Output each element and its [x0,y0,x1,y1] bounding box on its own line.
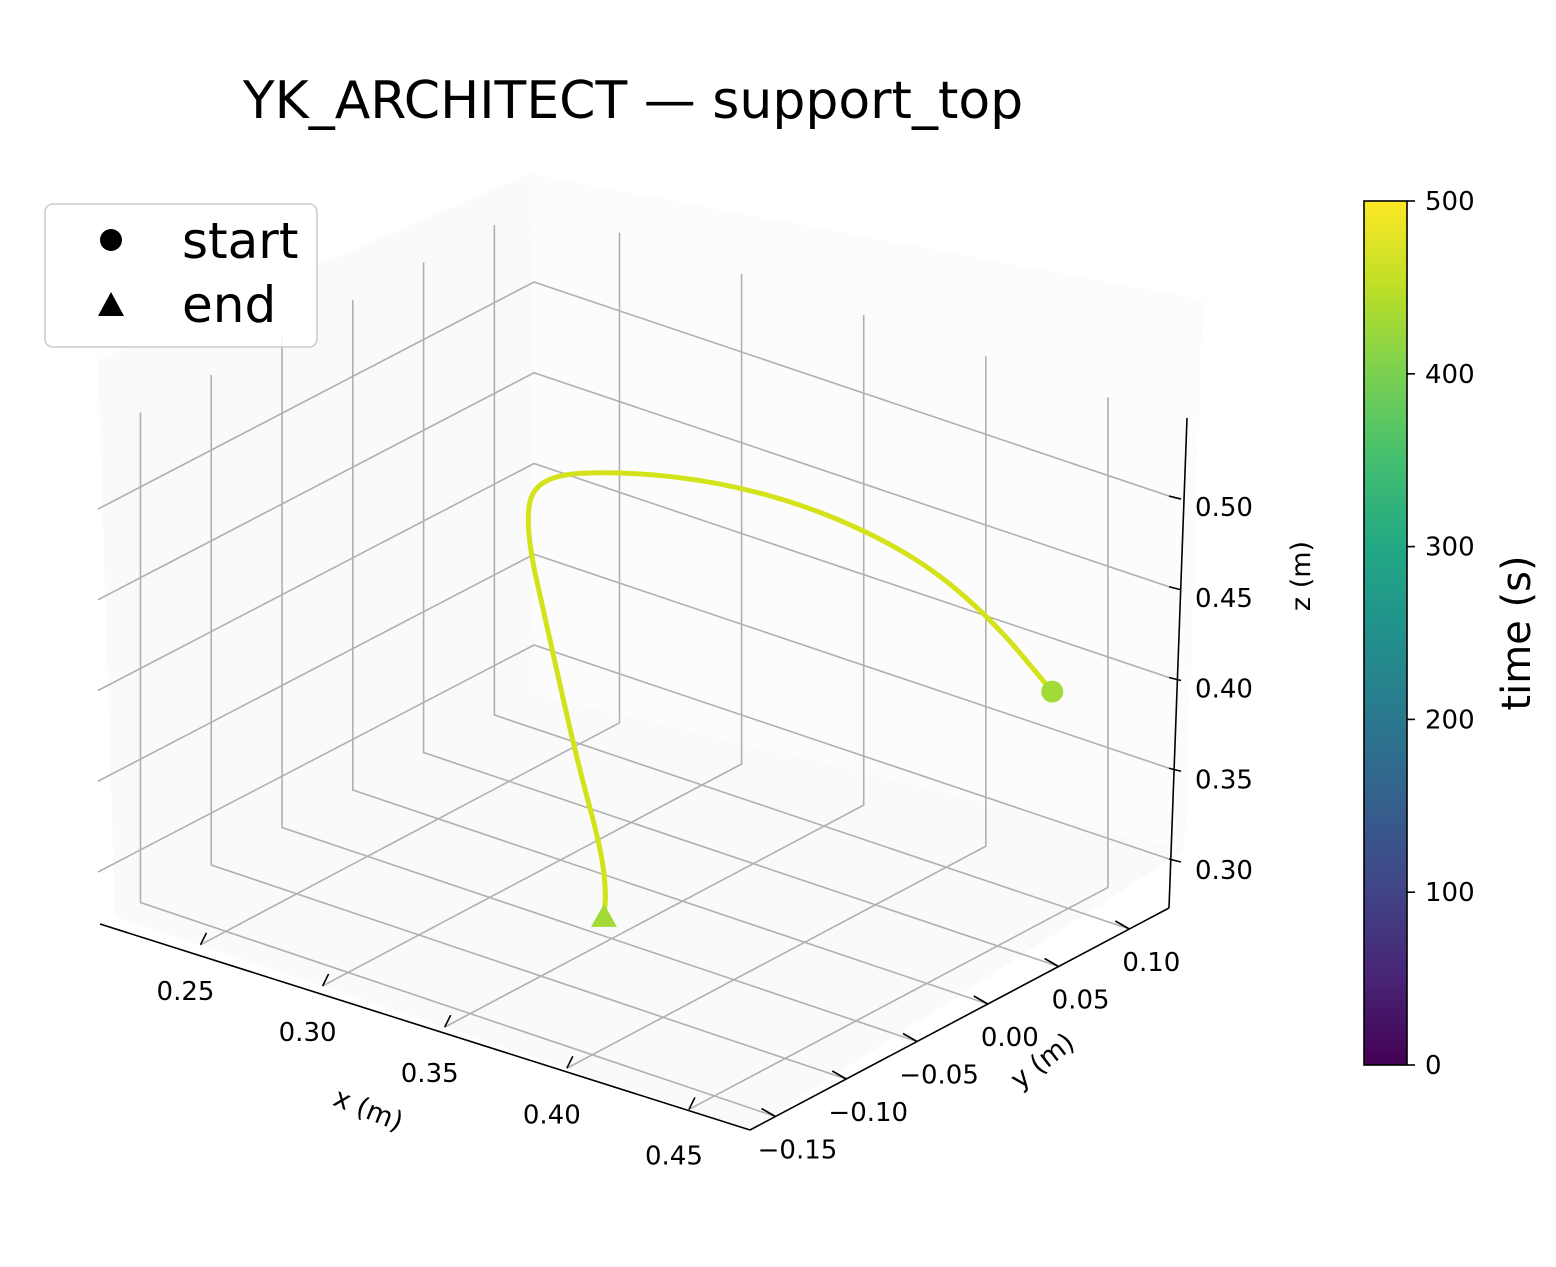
y-tick-label: −0.05 [899,1061,979,1091]
x-grid-line [444,315,865,1028]
x-tick-label: 0.30 [279,1018,337,1048]
trajectory-line [525,470,1055,921]
x-tick-label: 0.45 [645,1141,703,1171]
y-tick-mark [761,1107,776,1118]
end-marker [590,903,617,927]
trajectory-series [525,470,1064,927]
colorbar-tick-label: 500 [1425,187,1475,217]
x-tick-label: 0.40 [523,1100,581,1130]
z-grid-line [97,644,1170,873]
start-marker [1041,680,1064,703]
colorbar-ticks: 0 100 200 300 400 500 [1407,187,1475,1081]
colorbar-tick-label: 200 [1425,705,1475,735]
legend-end-marker [98,292,124,316]
x-tick-label: 0.25 [157,977,215,1007]
z-tick-label: 0.50 [1195,493,1253,523]
x-axis-line [99,923,751,1131]
colorbar-tick-label: 100 [1425,878,1475,908]
x-tick-mark [566,1055,574,1069]
z-grid-line [97,371,1170,601]
legend-start-marker [100,229,122,251]
z-tick-label: 0.35 [1195,765,1253,795]
legend: start end [44,203,318,348]
colorbar-tick-label: 0 [1425,1051,1442,1081]
z-axis-label: z (m) [1286,541,1317,611]
y-grid-line [281,337,918,1043]
y-tick-label: −0.10 [828,1098,908,1128]
z-tick-mark [1168,767,1182,773]
colorbar-label: time (s) [1494,555,1540,710]
y-tick-label: 0.00 [981,1023,1039,1053]
legend-start-label: start [182,212,298,270]
y-grid-line [210,375,847,1080]
y-axis-line [749,907,1170,1131]
z-grid-line [97,281,1170,510]
y-grid-line [493,225,1130,930]
colorbar-tick-label: 400 [1425,360,1475,390]
y-tick-mark [973,995,989,1005]
z-grid-line [97,462,1170,692]
x-tick-mark [688,1097,696,1110]
z-axis-line [1168,417,1188,909]
z-tick-label: 0.45 [1195,584,1253,614]
left-pane [98,174,534,916]
x-grid-line [566,356,987,1069]
y-tick-mark [831,1070,847,1080]
y-tick-label: −0.15 [758,1136,838,1166]
legend-end-label: end [182,276,276,334]
y-tick-label: 0.05 [1052,986,1110,1016]
y-grid-line [139,412,776,1118]
x-grid-line [688,397,1109,1111]
z-tick-label: 0.30 [1195,856,1253,886]
colorbar-tick-label: 300 [1425,533,1475,563]
z-tick-label: 0.40 [1195,675,1253,705]
x-grid-line [200,232,621,946]
z-tick-mark [1168,495,1182,500]
grid-lines [97,225,1170,1118]
pane-backgrounds [98,174,1203,1130]
y-tick-mark [1044,957,1059,968]
y-tick-label: 0.10 [1122,948,1180,978]
back-pane [530,174,1203,850]
x-tick-mark [443,1014,452,1028]
x-grid-line [322,273,743,987]
axes [99,417,1188,1131]
y-grid-line [352,300,989,1005]
floor-pane [115,694,1185,1130]
x-tick-mark [199,932,208,946]
x-tick-mark [321,973,330,987]
x-tick-label: 0.35 [401,1059,459,1089]
y-grid-line [422,262,1059,968]
y-tick-mark [902,1032,918,1043]
z-tick-mark [1168,586,1182,591]
x-axis-label: x (m) [329,1082,407,1138]
tick-labels: 0.25 0.30 0.35 0.40 0.45 −0.15 −0.10 −0.050.00 0… [157,493,1253,1171]
y-tick-mark [1114,920,1130,930]
colorbar: 0 100 200 300 400 500 time (s) [1363,187,1540,1081]
colorbar-gradient [1363,200,1408,1066]
chart-title: YK_ARCHITECT — support_top [242,71,1023,131]
z-tick-mark [1168,676,1182,682]
